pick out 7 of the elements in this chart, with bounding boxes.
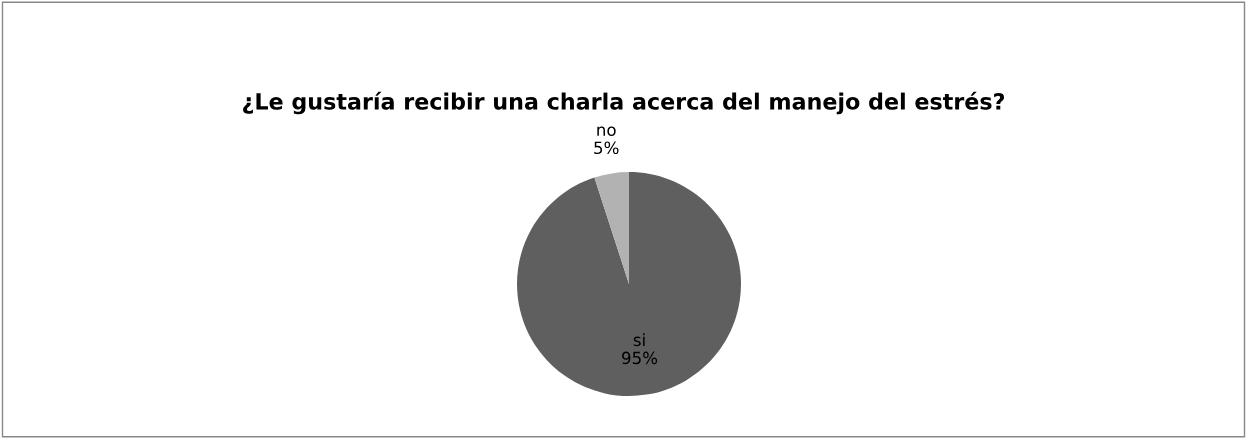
chart-title: ¿Le gustaría recibir una charla acerca del manejo del estrés? (243, 91, 1005, 115)
pie-slice (594, 172, 629, 284)
slice-label: si (633, 333, 645, 347)
data-label: 5% (594, 141, 619, 155)
pie-slice (517, 172, 741, 396)
data-label: 95% (622, 351, 658, 365)
slice-label: no (597, 126, 616, 137)
